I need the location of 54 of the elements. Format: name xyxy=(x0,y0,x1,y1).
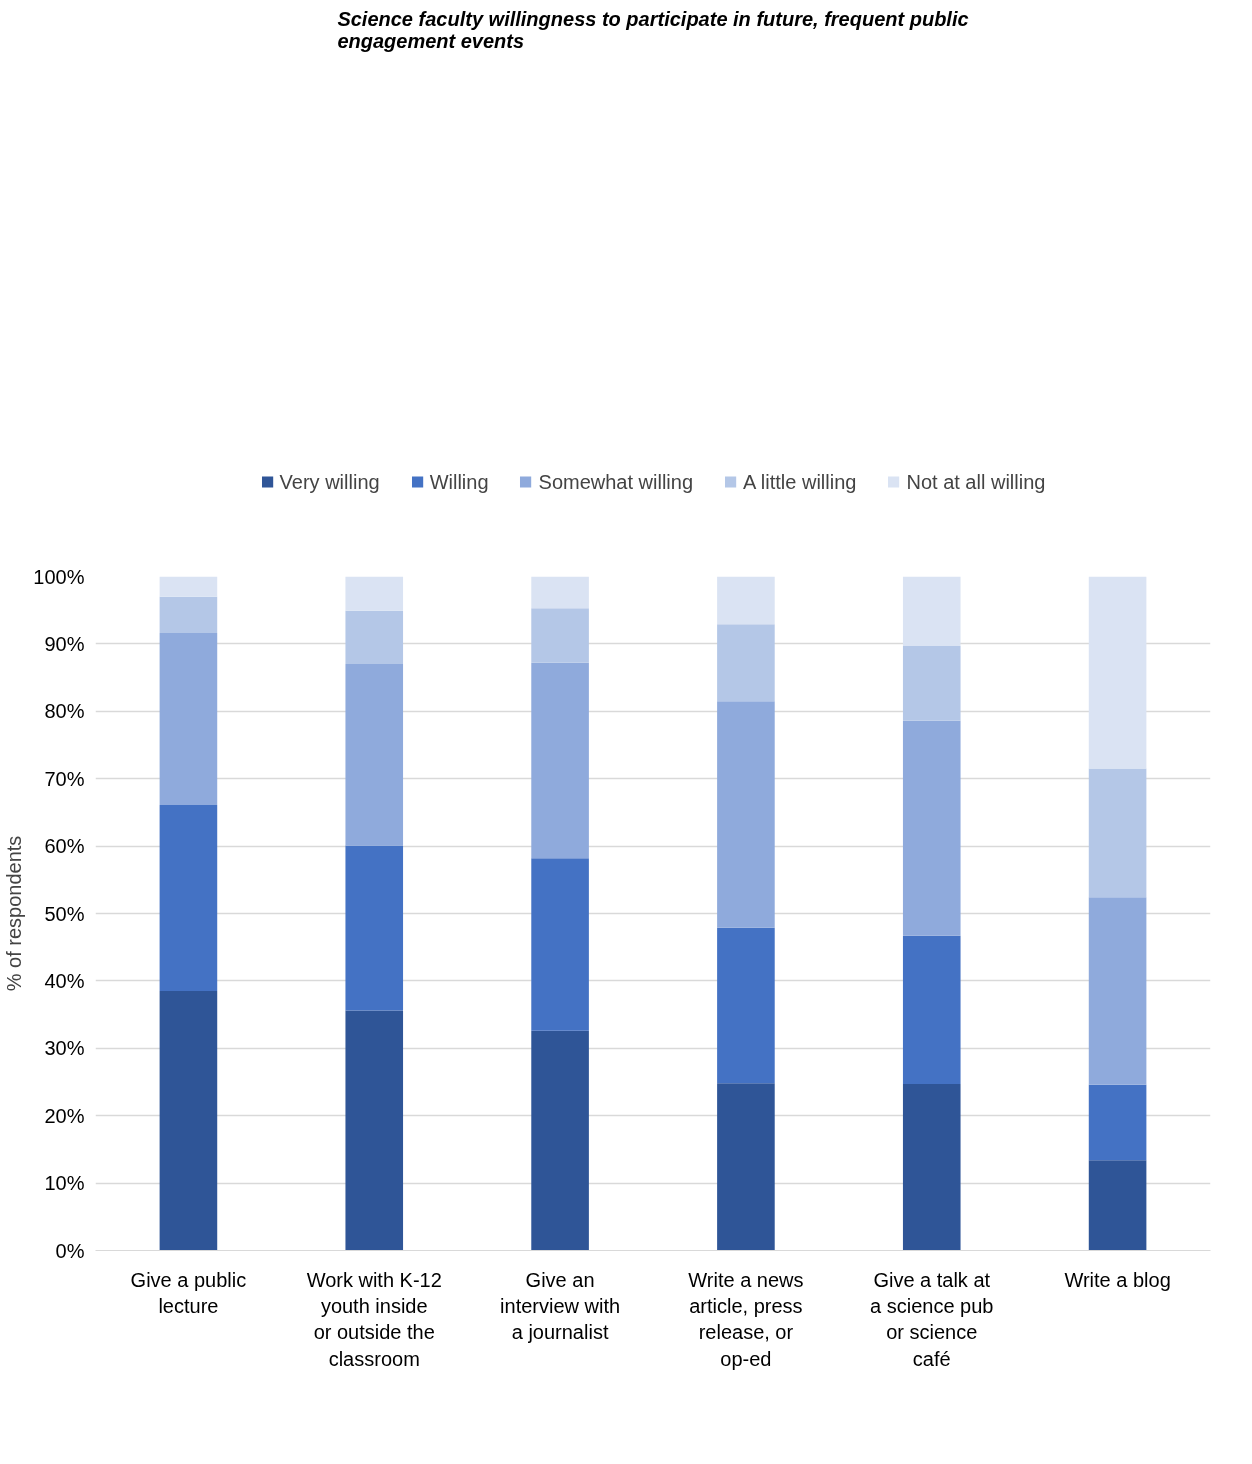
bar xyxy=(902,645,961,721)
bar xyxy=(717,576,775,625)
y-tick-label: 90% xyxy=(44,632,85,655)
bar xyxy=(717,927,775,1084)
legend-label: Somewhat willing xyxy=(538,470,694,494)
bar xyxy=(717,701,775,928)
bar xyxy=(531,1030,589,1251)
legend-label: Willing xyxy=(429,470,489,494)
x-tick-label: Write a blog xyxy=(1064,1268,1171,1291)
y-tick-label: 60% xyxy=(44,835,85,858)
bar xyxy=(902,720,961,936)
bar xyxy=(1088,1084,1147,1161)
bar xyxy=(1088,1160,1147,1251)
bar xyxy=(345,576,404,611)
x-tick-label: Give a public lecture xyxy=(130,1268,247,1317)
y-tick-label: 80% xyxy=(44,700,85,723)
bar xyxy=(531,608,589,663)
bar xyxy=(159,804,218,992)
bar xyxy=(902,576,961,646)
bar xyxy=(531,576,589,609)
bar xyxy=(717,624,775,702)
bar xyxy=(159,991,218,1251)
y-tick-label: 10% xyxy=(44,1172,85,1195)
bar xyxy=(717,1083,775,1251)
y-tick-label: 20% xyxy=(44,1104,85,1127)
x-tick-label: Give an interview with a journalist xyxy=(500,1268,621,1344)
y-tick-label: 50% xyxy=(44,902,85,925)
bar xyxy=(1088,576,1147,769)
bar xyxy=(902,1084,961,1251)
bar xyxy=(159,576,218,597)
bar xyxy=(1088,768,1147,898)
bar xyxy=(159,596,218,634)
x-tick-label: Give a talk at a science pub or science café xyxy=(870,1268,994,1370)
y-tick-label: 70% xyxy=(44,767,85,790)
bar xyxy=(531,858,589,1031)
y-tick-label: 40% xyxy=(44,969,85,992)
x-tick-label: Write a news article, press release, or op-ed xyxy=(688,1268,804,1370)
x-tick-label: Work with K-12 youth inside or outside the classroom xyxy=(306,1268,442,1370)
legend-label: Not at all willing xyxy=(906,470,1046,494)
y-tick-label: 0% xyxy=(55,1239,85,1262)
bar xyxy=(345,845,404,1011)
bar xyxy=(1088,897,1147,1085)
legend-label: Very willing xyxy=(279,470,380,494)
bar xyxy=(345,1010,404,1251)
bar xyxy=(902,935,961,1085)
y-tick-label: 100% xyxy=(33,565,85,588)
bar xyxy=(345,610,404,665)
y-axis-title: % of respondents xyxy=(3,835,26,992)
y-tick-label: 30% xyxy=(44,1037,85,1060)
chart-title: Science faculty willingness to participate in future, frequent public engagement events xyxy=(337,7,969,52)
bar xyxy=(345,664,404,846)
legend-label: A little willing xyxy=(743,470,857,494)
bar xyxy=(531,662,589,859)
bar xyxy=(159,633,218,805)
